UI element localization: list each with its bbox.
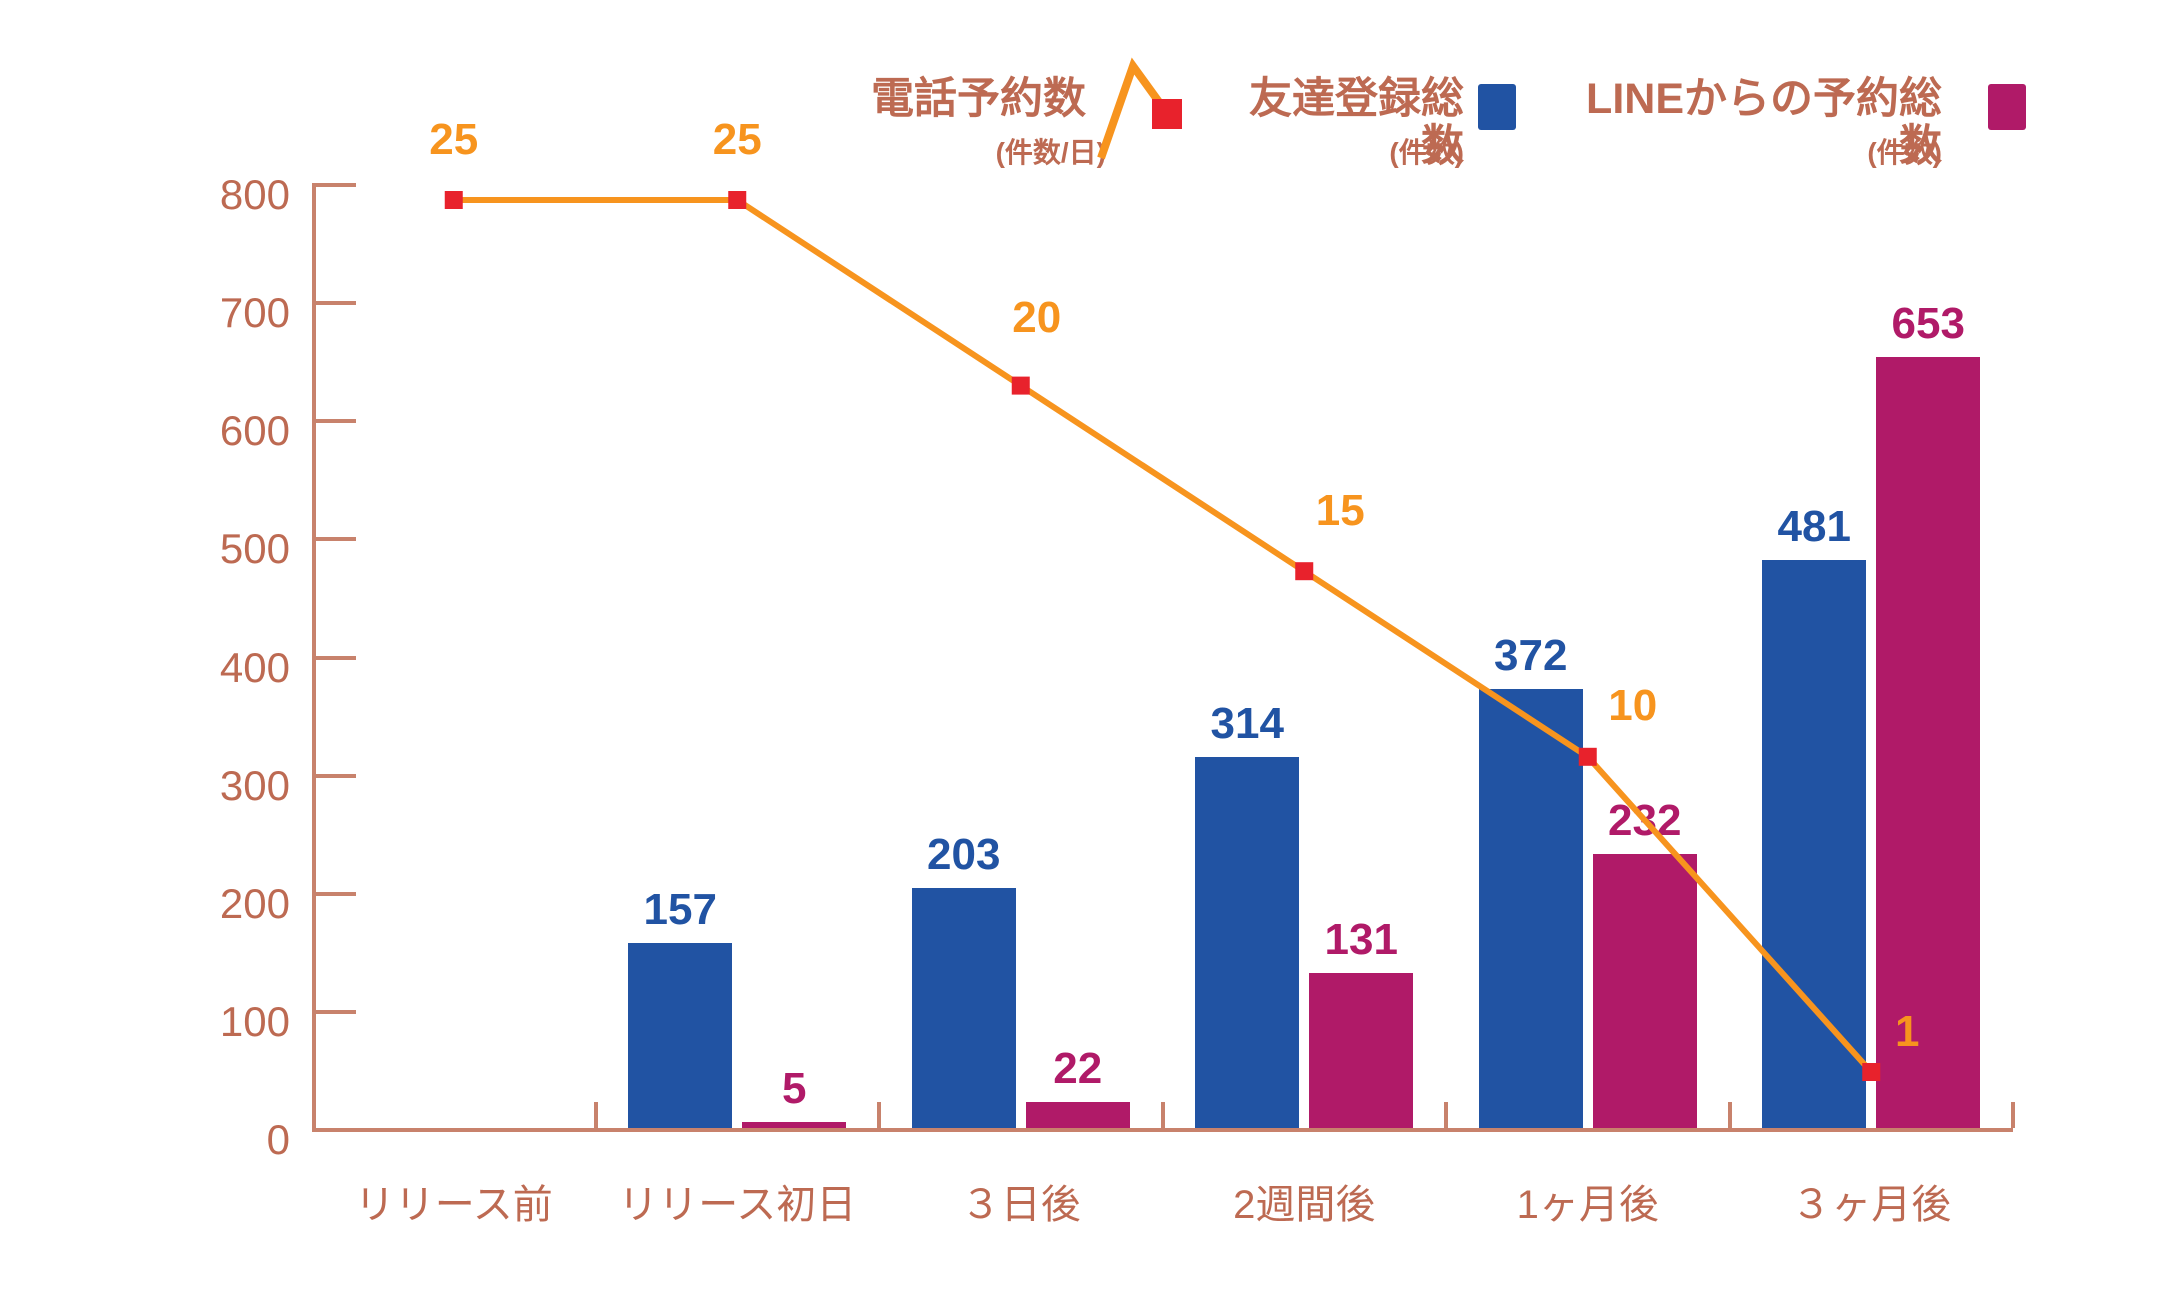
bar-value-label: 5 — [782, 1064, 807, 1114]
bar-line-reservations-total — [1309, 973, 1414, 1128]
phone-line-marker — [1862, 1063, 1881, 1081]
bar-friends-total — [1478, 688, 1583, 1128]
phone-line-value-label: 15 — [1315, 486, 1365, 536]
y-tick-line — [312, 419, 356, 424]
legend-item-friends-unit: (件数) — [1389, 137, 1464, 168]
y-tick-label: 300 — [219, 761, 290, 809]
x-category-label: リリース初日 — [618, 1183, 857, 1227]
y-tick-line — [312, 537, 356, 542]
bar-value-label: 481 — [1777, 501, 1851, 551]
phone-line-path — [453, 197, 1874, 1075]
category-divider-tick — [1727, 1102, 1732, 1128]
bar-friends-total — [1195, 757, 1300, 1128]
y-tick-label: 0 — [266, 1116, 290, 1163]
y-tick-line — [312, 183, 356, 187]
phone-line-value-label: 25 — [429, 115, 479, 164]
legend-item-phone-label: 電話予約数 — [871, 75, 1086, 123]
y-tick-label: 100 — [219, 997, 290, 1045]
legend-item-phone-unit: (件数/日) — [995, 137, 1106, 168]
y-tick-line — [312, 655, 356, 660]
y-tick-label: 700 — [219, 289, 290, 337]
magenta-square-swatch-icon — [1988, 84, 2026, 130]
bar-line-reservations-total — [1025, 1102, 1130, 1128]
y-tick-label: 800 — [219, 171, 290, 218]
y-tick-line — [312, 301, 356, 306]
category-divider-tick — [1160, 1102, 1165, 1128]
phone-line-marker — [1011, 376, 1030, 395]
y-tick-label: 400 — [219, 643, 290, 691]
y-tick-label: 600 — [219, 407, 290, 455]
y-tick-line — [312, 1009, 356, 1014]
category-divider-tick — [877, 1102, 881, 1128]
legend-item-line-resv-label: LINEからの予約総数 — [1586, 75, 1942, 171]
category-divider-tick — [2011, 1102, 2015, 1128]
bar-value-label: 653 — [1891, 298, 1965, 348]
bar-value-label: 372 — [1494, 630, 1568, 680]
x-category-label: リリース前 — [354, 1183, 553, 1227]
blue-square-swatch-icon — [1478, 84, 1516, 130]
y-tick-label: 200 — [219, 879, 290, 927]
phone-line-marker — [1578, 747, 1597, 766]
legend-item-friends-label: 友達登録総数 — [1249, 75, 1464, 171]
bar-line-reservations-total — [1876, 356, 1981, 1128]
legend-item-line-resv-unit: (件数) — [1867, 137, 1942, 168]
x-category-label: ３日後 — [960, 1183, 1081, 1227]
bar-friends-total — [911, 888, 1016, 1128]
bar-value-label: 157 — [643, 884, 717, 934]
x-axis-line — [312, 1128, 2013, 1132]
bar-value-label: 203 — [927, 830, 1001, 880]
category-divider-tick — [593, 1102, 598, 1128]
x-category-label: ３ヶ月後 — [1791, 1183, 1952, 1227]
phone-line-marker — [444, 191, 463, 209]
bar-value-label: 314 — [1210, 699, 1284, 749]
x-category-label: 1ヶ月後 — [1516, 1183, 1659, 1227]
line-peak-marker-icon — [1097, 57, 1182, 160]
phone-line-marker — [1295, 562, 1314, 581]
phone-line-value-label: 1 — [1895, 1007, 1920, 1056]
bar-line-reservations-total — [1592, 853, 1697, 1128]
phone-line-value-label: 20 — [1012, 292, 1062, 342]
bar-line-reservations-total — [742, 1122, 847, 1128]
category-divider-tick — [1444, 1102, 1448, 1128]
bar-value-label: 131 — [1324, 915, 1398, 965]
phone-line-value-label: 25 — [712, 115, 762, 164]
bar-friends-total — [1762, 559, 1867, 1128]
y-tick-line — [312, 773, 356, 778]
bar-friends-total — [628, 942, 733, 1128]
y-tick-line — [312, 891, 356, 896]
phone-line-value-label: 10 — [1608, 680, 1658, 730]
phone-line-marker — [728, 191, 747, 209]
bar-value-label: 22 — [1053, 1044, 1103, 1093]
y-tick-label: 500 — [219, 525, 290, 573]
x-category-label: 2週間後 — [1233, 1183, 1376, 1227]
